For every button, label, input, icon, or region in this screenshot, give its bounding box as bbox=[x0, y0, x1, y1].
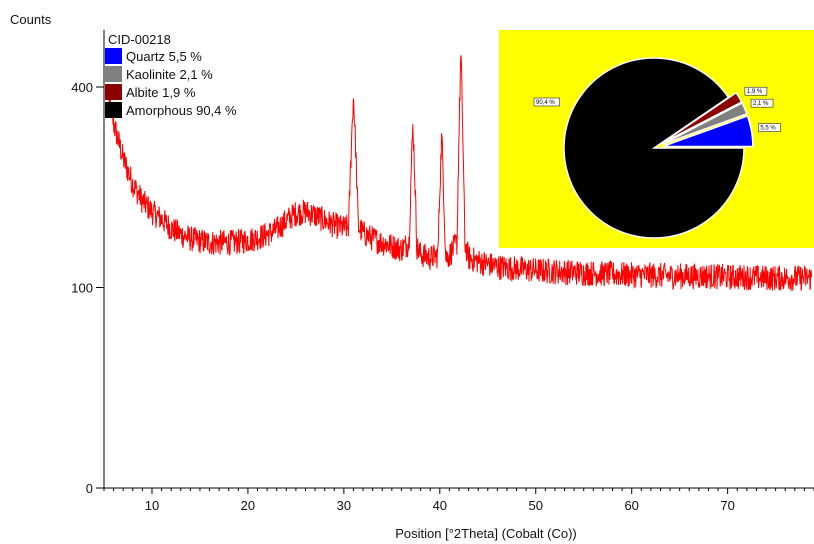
y-tick-label: 0 bbox=[86, 481, 93, 496]
pie-slice-amorphous bbox=[564, 58, 744, 238]
pie-slice-label: 90,4 % bbox=[536, 100, 555, 106]
x-tick-label: 30 bbox=[337, 498, 351, 513]
x-tick-label: 50 bbox=[529, 498, 543, 513]
pie-slice-label: 2,1 % bbox=[753, 101, 769, 107]
legend-swatch bbox=[105, 84, 122, 100]
x-axis-ticks: 10 20 30 40 50 60 70 bbox=[104, 488, 814, 513]
inset-pie-chart: 90,4 % 1,9 % 2,1 % 5,5 % bbox=[499, 30, 814, 248]
y-axis-title: Counts bbox=[10, 12, 52, 27]
x-axis-title: Position [°2Theta] (Cobalt (Co)) bbox=[395, 526, 577, 541]
legend: CID-00218 Quartz 5,5 % Kaolinite 2,1 % Alb… bbox=[105, 32, 237, 118]
x-tick-label: 20 bbox=[241, 498, 255, 513]
legend-swatch bbox=[105, 66, 122, 82]
legend-entry-label: Amorphous 90,4 % bbox=[126, 103, 237, 118]
x-tick-label: 40 bbox=[433, 498, 447, 513]
legend-entry-label: Kaolinite 2,1 % bbox=[126, 67, 213, 82]
legend-title: CID-00218 bbox=[108, 32, 171, 47]
legend-entry-label: Quartz 5,5 % bbox=[126, 49, 202, 64]
y-axis-ticks: 0 100 400 bbox=[71, 80, 104, 496]
y-tick-label: 100 bbox=[71, 281, 93, 296]
pie-slice-label: 5,5 % bbox=[760, 126, 776, 132]
legend-swatch bbox=[105, 102, 122, 118]
y-tick-label: 400 bbox=[71, 80, 93, 95]
x-tick-label: 60 bbox=[624, 498, 638, 513]
legend-entry-label: Albite 1,9 % bbox=[126, 85, 196, 100]
x-tick-label: 70 bbox=[720, 498, 734, 513]
legend-swatch bbox=[105, 48, 122, 64]
pie-slice-label: 1,9 % bbox=[747, 89, 763, 95]
x-tick-label: 10 bbox=[145, 498, 159, 513]
